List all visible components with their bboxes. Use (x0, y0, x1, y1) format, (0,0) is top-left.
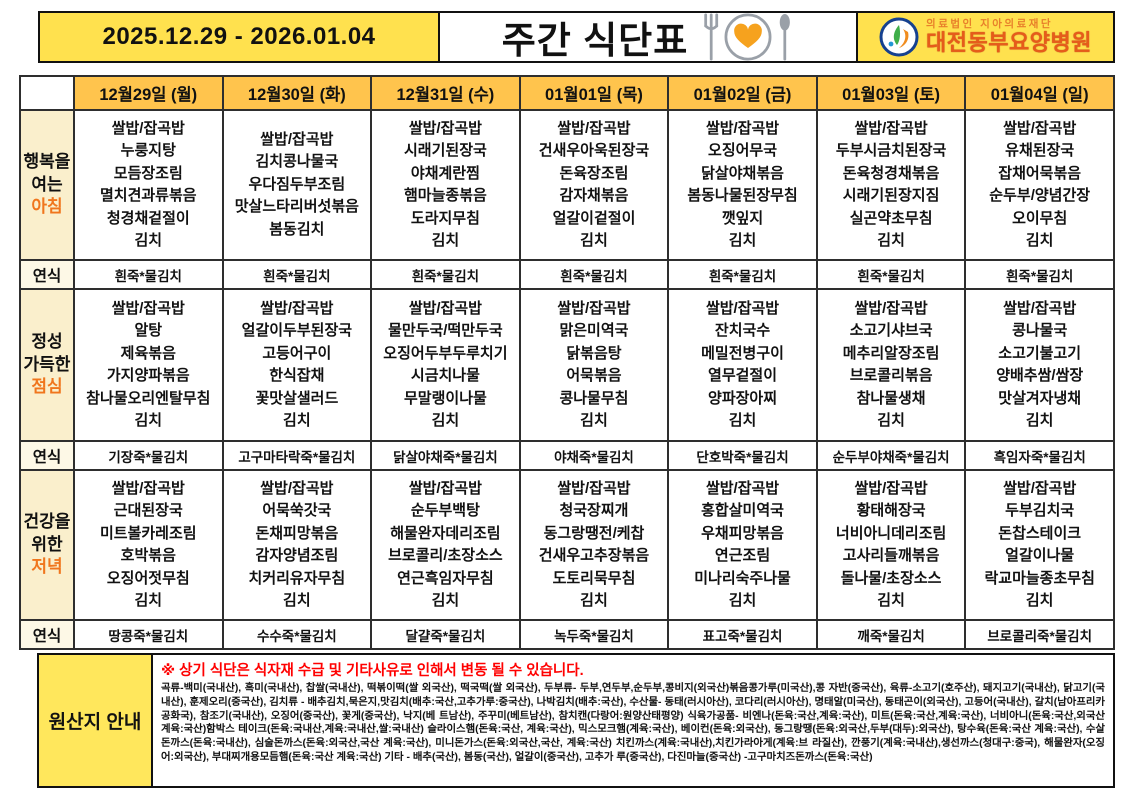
origin-body: ※ 상기 식단은 식자재 수급 및 기타사유로 인해서 변동 될 수 있습니다.… (153, 655, 1113, 786)
foundation-name: 의료법인 지아의료재단 (926, 18, 1054, 31)
day-header-mon: 12월29일 (월) (73, 75, 224, 111)
hospital-name: 대전동부요양병원 (926, 30, 1092, 56)
menu-cell: 쌀밥/잡곡밥 물만두국/떡만두국 오징어두부두루치기 시금치나물 무말랭이나물 … (370, 288, 521, 442)
breakfast-label-accent: 아침 (31, 197, 63, 217)
menu-cell: 쌀밥/잡곡밥 근대된장국 미트볼카레조림 호박볶음 오징어젓무침 김치 (73, 469, 224, 621)
soft-diet-label: 연식 (19, 440, 75, 471)
breakfast-label-text: 행복을 여는 (23, 151, 71, 194)
soft-cell: 흰죽*물김치 (370, 259, 521, 290)
soft-cell: 흰죽*물김치 (667, 259, 818, 290)
soft-cell: 닭살야채죽*물김치 (370, 440, 521, 471)
soft-cell: 흰죽*물김치 (221, 259, 373, 290)
breakfast-row: 행복을 여는 아침 쌀밥/잡곡밥 누룽지탕 모듬장조림 멸치견과류볶음 청경채겉… (19, 109, 1115, 261)
soft-cell: 흰죽*물김치 (964, 259, 1115, 290)
day-header-fri: 01월02일 (금) (667, 75, 818, 111)
day-header-row: 12월29일 (월) 12월30일 (화) 12월31일 (수) 01월01일 … (19, 75, 1115, 111)
dinner-row: 건강을 위한 저녁 쌀밥/잡곡밥 근대된장국 미트볼카레조림 호박볶음 오징어젓… (19, 469, 1115, 621)
soft-cell: 기장죽*물김치 (73, 440, 224, 471)
dinner-label: 건강을 위한 저녁 (19, 469, 75, 621)
hospital-logo-box: 의료법인 지아의료재단 대전동부요양병원 (856, 13, 1113, 61)
soft-cell: 흰죽*물김치 (518, 259, 670, 290)
lunch-label-accent: 점심 (31, 377, 63, 397)
menu-cell: 쌀밥/잡곡밥 황태해장국 너비아니데리조림 고사리들깨볶음 돌나물/초장소스 김… (815, 469, 967, 621)
lunch-label-text: 정성 가득한 (23, 331, 71, 374)
corner-cell (19, 75, 75, 111)
menu-cell: 쌀밥/잡곡밥 청국장찌개 동그랑땡전/케찹 건새우고추장볶음 도토리묵무침 김치 (518, 469, 670, 621)
hospital-emblem-icon (879, 17, 919, 57)
breakfast-label: 행복을 여는 아침 (19, 109, 75, 261)
dinner-label-accent: 저녁 (31, 557, 63, 577)
dinner-label-text: 건강을 위한 (23, 511, 71, 554)
soft-cell: 흰죽*물김치 (73, 259, 224, 290)
date-range-box: 2025.12.29 - 2026.01.04 (40, 13, 440, 61)
dinner-soft-row: 연식 땅콩죽*물김치 수수죽*물김치 달걀죽*물김치 녹두죽*물김치 표고죽*물… (19, 619, 1115, 650)
origin-section: 원산지 안내 ※ 상기 식단은 식자재 수급 및 기타사유로 인해서 변동 될 … (37, 653, 1115, 788)
menu-cell: 쌀밥/잡곡밥 홍합살미역국 우채피망볶음 연근조림 미나리숙주나물 김치 (667, 469, 818, 621)
menu-cell: 쌀밥/잡곡밥 두부시금치된장국 돈육청경채볶음 시래기된장지짐 실곤약초무침 김… (815, 109, 967, 261)
soft-cell: 흑임자죽*물김치 (964, 440, 1115, 471)
menu-cell: 쌀밥/잡곡밥 맑은미역국 닭볶음탕 어묵볶음 콩나물무침 김치 (518, 288, 670, 442)
soft-cell: 야채죽*물김치 (518, 440, 670, 471)
menu-cell: 쌀밥/잡곡밥 잔치국수 메밀전병구이 열무겉절이 양파장아찌 김치 (667, 288, 818, 442)
origin-text: 곡류-백미(국내산), 흑미(국내산), 찹쌀(국내산), 떡볶이떡(쌀 외국산… (161, 683, 1105, 764)
menu-cell: 쌀밥/잡곡밥 건새우아욱된장국 돈육장조림 감자채볶음 얼갈이겉절이 김치 (518, 109, 670, 261)
lunch-row: 정성 가득한 점심 쌀밥/잡곡밥 알탕 제육볶음 가지양파볶음 참나물오리엔탈무… (19, 288, 1115, 442)
day-header-thu: 01월01일 (목) (518, 75, 670, 111)
menu-cell: 쌀밥/잡곡밥 오징어무국 닭살야채볶음 봄동나물된장무침 깻잎지 김치 (667, 109, 818, 261)
soft-diet-label: 연식 (19, 619, 75, 650)
soft-cell: 수수죽*물김치 (221, 619, 373, 650)
title-box: 주간 식단표 (440, 13, 856, 61)
menu-cell: 쌀밥/잡곡밥 소고기샤브국 메추리알장조림 브로콜리볶음 참나물생채 김치 (815, 288, 967, 442)
lunch-label: 정성 가득한 점심 (19, 288, 75, 442)
origin-notice: ※ 상기 식단은 식자재 수급 및 기타사유로 인해서 변동 될 수 있습니다. (161, 663, 584, 679)
page-title: 주간 식단표 (501, 20, 689, 61)
day-header-tue: 12월30일 (화) (221, 75, 373, 111)
menu-cell: 쌀밥/잡곡밥 얼갈이두부된장국 고등어구이 한식잡채 꽃맛살샐러드 김치 (221, 288, 373, 442)
day-header-sun: 01월04일 (일) (964, 75, 1115, 111)
menu-table: 12월29일 (월) 12월30일 (화) 12월31일 (수) 01월01일 … (19, 75, 1115, 650)
soft-diet-label: 연식 (19, 259, 75, 290)
lunch-soft-row: 연식 기장죽*물김치 고구마타락죽*물김치 닭살야채죽*물김치 야채죽*물김치 … (19, 440, 1115, 471)
menu-cell: 쌀밥/잡곡밥 시래기된장국 야채계란찜 햄마늘종볶음 도라지무침 김치 (370, 109, 521, 261)
menu-cell: 쌀밥/잡곡밥 콩나물국 소고기불고기 양배추쌈/쌈장 맛살겨자냉채 김치 (964, 288, 1115, 442)
day-header-sat: 01월03일 (토) (815, 75, 967, 111)
header-bar: 2025.12.29 - 2026.01.04 주간 식단표 (38, 11, 1115, 63)
menu-cell: 쌀밥/잡곡밥 누룽지탕 모듬장조림 멸치견과류볶음 청경채겉절이 김치 (73, 109, 224, 261)
menu-cell: 쌀밥/잡곡밥 알탕 제육볶음 가지양파볶음 참나물오리엔탈무침 김치 (73, 288, 224, 442)
date-range: 2025.12.29 - 2026.01.04 (102, 23, 376, 50)
soft-cell: 브로콜리죽*물김치 (964, 619, 1115, 650)
soft-cell: 고구마타락죽*물김치 (221, 440, 373, 471)
soft-cell: 땅콩죽*물김치 (73, 619, 224, 650)
menu-cell: 쌀밥/잡곡밥 어묵쑥갓국 돈채피망볶음 감자양념조림 치커리유자무침 김치 (221, 469, 373, 621)
menu-cell: 쌀밥/잡곡밥 순두부백탕 해물완자데리조림 브로콜리/초장소스 연근흑임자무침 … (370, 469, 521, 621)
soft-cell: 흰죽*물김치 (815, 259, 967, 290)
soft-cell: 녹두죽*물김치 (518, 619, 670, 650)
soft-cell: 순두부야채죽*물김치 (815, 440, 967, 471)
origin-label: 원산지 안내 (39, 655, 153, 786)
day-header-wed: 12월31일 (수) (370, 75, 521, 111)
soft-cell: 깨죽*물김치 (815, 619, 967, 650)
menu-cell: 쌀밥/잡곡밥 두부김치국 돈찹스테이크 얼갈이나물 락교마늘종초무침 김치 (964, 469, 1115, 621)
breakfast-soft-row: 연식 흰죽*물김치 흰죽*물김치 흰죽*물김치 흰죽*물김치 흰죽*물김치 흰죽… (19, 259, 1115, 290)
menu-cell: 쌀밥/잡곡밥 유채된장국 잡채어묵볶음 순두부/양념간장 오이무침 김치 (964, 109, 1115, 261)
hospital-logo-text: 의료법인 지아의료재단 대전동부요양병원 (926, 18, 1092, 55)
soft-cell: 달걀죽*물김치 (370, 619, 521, 650)
soft-cell: 표고죽*물김치 (667, 619, 818, 650)
menu-cell: 쌀밥/잡곡밥 김치콩나물국 우다짐두부조림 맛살느타리버섯볶음 봄동김치 (221, 109, 373, 261)
meal-plate-icon (702, 11, 794, 63)
soft-cell: 단호박죽*물김치 (667, 440, 818, 471)
